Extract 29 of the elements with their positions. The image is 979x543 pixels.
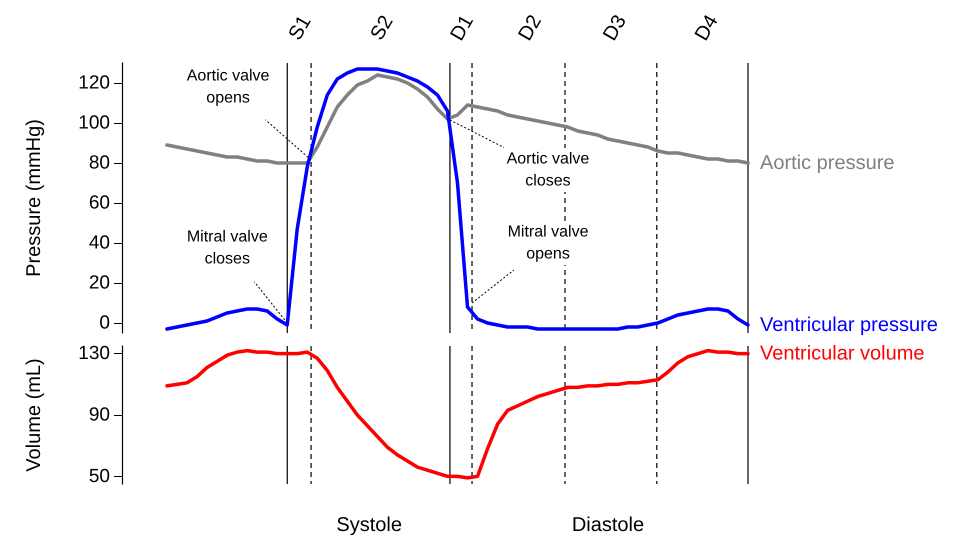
text: S2 [366,12,398,44]
line-series [165,67,750,331]
annotation: Mitral valve closes [186,228,268,268]
y-tick-label: 80 [88,152,110,174]
y-tick-label: 0 [99,312,110,334]
series-label: Ventricular volume [760,342,925,365]
y-tick-label: 20 [88,272,110,294]
line-series [165,348,750,480]
text: D3 [599,11,631,44]
text: S1 [284,12,316,44]
text: D2 [514,11,546,44]
series-label: Aortic pressure [760,152,894,174]
text: D4 [690,11,723,44]
y-axis-title: Volume (mL) [23,358,45,472]
y-tick-label: 50 [88,466,110,487]
y-axis-title: Pressure (mmHg) [23,119,45,277]
text: Diastole [572,514,644,536]
series-label: Ventricular pressure [760,314,938,336]
text: Systole [336,514,402,536]
annotation: Aortic valve closes [506,150,590,190]
y-tick-label: 130 [78,343,110,364]
y-tick-label: 100 [78,112,110,134]
text: D1 [446,11,478,44]
y-tick-label: 60 [88,192,110,214]
annotation: Aortic valve opens [186,67,270,106]
y-tick-label: 40 [88,232,110,254]
y-tick-label: 90 [88,404,110,426]
y-tick-label: 120 [78,72,110,94]
annotation: Mitral valve opens [508,224,589,263]
